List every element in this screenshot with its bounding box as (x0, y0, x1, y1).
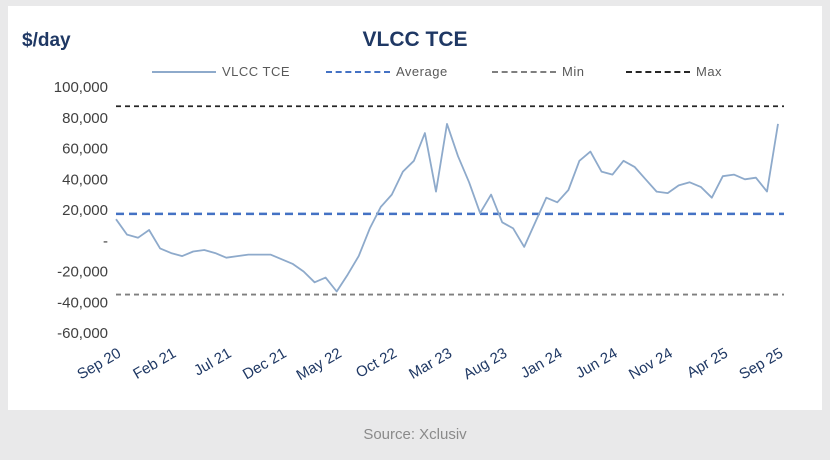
legend-label-max: Max (696, 64, 723, 79)
y-tick-label: -60,000 (57, 325, 108, 342)
legend-item-min: Min (492, 64, 584, 79)
y-tick-label: - (103, 233, 108, 250)
x-tick-label: Oct 22 (353, 345, 400, 382)
y-tick-label: 80,000 (62, 110, 108, 127)
x-tick-label: Dec 21 (240, 345, 290, 383)
x-tick-label: Mar 23 (406, 345, 455, 383)
legend: VLCC TCE Average Min Max (8, 64, 822, 82)
y-tick-label: 20,000 (62, 202, 108, 219)
x-tick-label: Aug 23 (460, 345, 510, 383)
x-tick-label: Nov 24 (626, 345, 676, 383)
source-caption: Source: Xclusiv (363, 426, 467, 443)
x-tick-label: Feb 21 (130, 345, 179, 383)
legend-swatch-vlcc-tce (152, 70, 216, 73)
legend-swatch-average (326, 70, 390, 73)
x-tick-label: Jan 24 (518, 345, 566, 382)
x-tick-label: Jul 21 (191, 345, 234, 380)
y-tick-label: 40,000 (62, 171, 108, 188)
legend-label-vlcc-tce: VLCC TCE (222, 64, 291, 79)
chart-card: $/day VLCC TCE VLCC TCE Average Min Max … (8, 6, 822, 410)
legend-item-average: Average (326, 64, 448, 79)
x-tick-label: Sep 25 (736, 345, 786, 383)
legend-swatch-max (626, 70, 690, 73)
legend-item-max: Max (626, 64, 722, 79)
legend-label-min: Min (562, 64, 585, 79)
chart-plot: 100,000 80,000 60,000 40,000 20,000 - -20,000 -… (54, 79, 786, 384)
x-tick-label: Jun 24 (573, 345, 621, 382)
y-tick-label: 60,000 (62, 141, 108, 158)
y-axis-unit-label: $/day (22, 30, 71, 51)
vlcc-tce-series-line (115, 123, 779, 293)
x-tick-label: Apr 25 (684, 345, 731, 382)
chart-title: VLCC TCE (362, 28, 468, 51)
x-tick-label: May 22 (294, 345, 345, 384)
y-tick-label: -20,000 (57, 264, 108, 281)
legend-label-average: Average (396, 64, 448, 79)
legend-swatch-min (492, 70, 556, 73)
x-tick-label: Sep 20 (74, 345, 124, 383)
y-tick-label: 100,000 (54, 79, 108, 96)
y-tick-label: -40,000 (57, 294, 108, 311)
legend-item-vlcc-tce: VLCC TCE (152, 64, 290, 79)
